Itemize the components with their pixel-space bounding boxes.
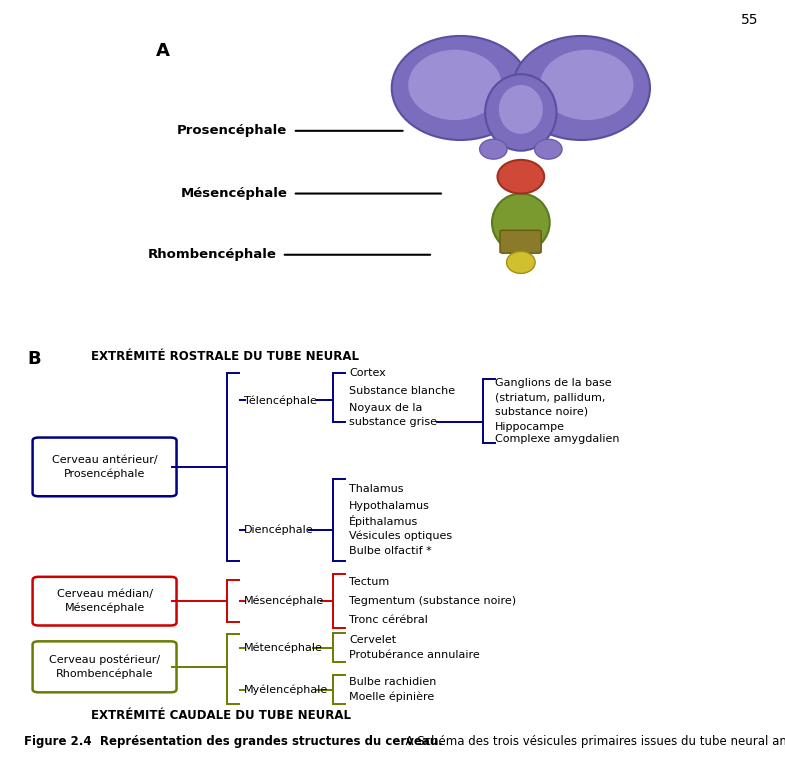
Ellipse shape [485,74,557,151]
Text: Épithalamus: Épithalamus [349,515,418,527]
Text: Figure 2.4  Représentation des grandes structures du cerveau.: Figure 2.4 Représentation des grandes st… [24,735,442,748]
FancyBboxPatch shape [33,641,177,692]
FancyBboxPatch shape [33,577,177,626]
Text: Cervelet: Cervelet [349,635,396,645]
Text: B: B [27,350,41,368]
Text: substance noire): substance noire) [495,407,588,417]
Text: Substance blanche: Substance blanche [349,386,455,396]
Text: Bulbe olfactif *: Bulbe olfactif * [349,546,432,556]
Text: A Schéma des trois vésicules primaires issues du tube neural antérieur (Le cerve: A Schéma des trois vésicules primaires i… [398,735,785,748]
Text: Mésencéphale: Mésencéphale [181,187,287,200]
Text: Cerveau postérieur/
Rhombencéphale: Cerveau postérieur/ Rhombencéphale [49,654,160,679]
Text: Noyaux de la: Noyaux de la [349,403,422,413]
Text: Rhombencéphale: Rhombencéphale [148,249,276,261]
Text: Protubérance annulaire: Protubérance annulaire [349,650,480,660]
Ellipse shape [498,160,544,194]
Ellipse shape [392,36,529,140]
Text: Tegmentum (substance noire): Tegmentum (substance noire) [349,596,517,606]
Text: EXTRÉMITÉ ROSTRALE DU TUBE NEURAL: EXTRÉMITÉ ROSTRALE DU TUBE NEURAL [91,350,360,363]
Text: Tectum: Tectum [349,577,389,587]
Text: Complexe amygdalien: Complexe amygdalien [495,434,619,444]
Text: Vésicules optiques: Vésicules optiques [349,531,452,541]
FancyBboxPatch shape [33,438,177,496]
Text: Hypothalamus: Hypothalamus [349,501,430,511]
Text: Thalamus: Thalamus [349,484,403,494]
Ellipse shape [480,139,507,159]
Text: Cerveau médian/
Mésencéphale: Cerveau médian/ Mésencéphale [57,589,153,614]
Ellipse shape [492,194,550,252]
FancyBboxPatch shape [500,230,541,253]
Text: Mésencéphale: Mésencéphale [244,596,325,607]
Ellipse shape [408,50,502,120]
Ellipse shape [498,85,542,134]
Text: Métencéphale: Métencéphale [244,643,323,653]
Text: Bulbe rachidien: Bulbe rachidien [349,677,436,687]
Ellipse shape [513,36,650,140]
Text: Myélencéphale: Myélencéphale [244,685,329,695]
Ellipse shape [540,50,633,120]
Text: Hippocampe: Hippocampe [495,422,564,432]
Text: Moelle épinière: Moelle épinière [349,692,434,702]
Text: substance grise: substance grise [349,416,437,427]
Text: Tronc cérébral: Tronc cérébral [349,616,428,626]
Text: A: A [155,42,170,60]
Text: EXTRÉMITÉ CAUDALE DU TUBE NEURAL: EXTRÉMITÉ CAUDALE DU TUBE NEURAL [91,709,352,722]
Text: Télencéphale: Télencéphale [244,395,317,405]
Text: Ganglions de la base: Ganglions de la base [495,378,612,388]
Text: (striatum, pallidum,: (striatum, pallidum, [495,392,605,402]
Ellipse shape [535,139,562,159]
Text: 55: 55 [741,13,758,27]
Text: Prosencéphale: Prosencéphale [177,125,287,137]
Text: Cortex: Cortex [349,368,386,378]
Ellipse shape [506,252,535,273]
Text: Diencéphale: Diencéphale [244,525,314,535]
Text: Cerveau antérieur/
Prosencéphale: Cerveau antérieur/ Prosencéphale [52,454,158,479]
